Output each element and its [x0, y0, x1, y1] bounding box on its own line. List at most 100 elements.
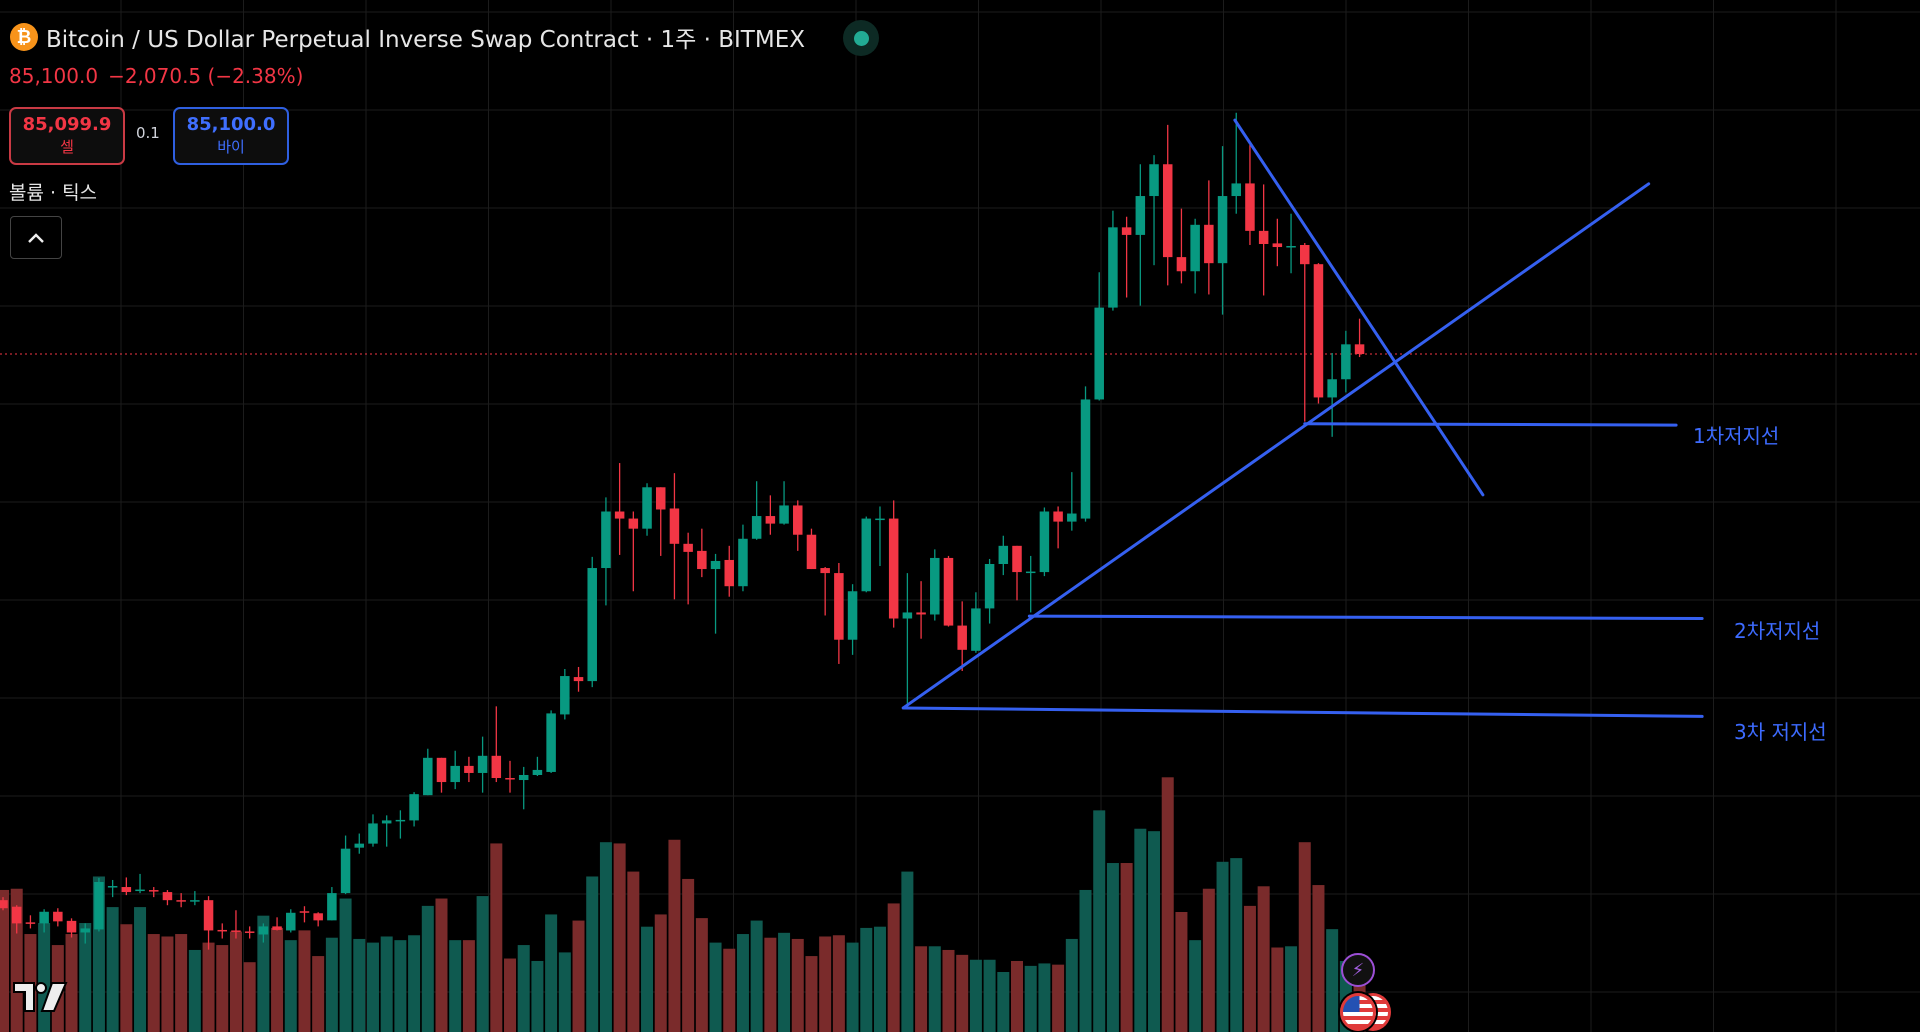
- candle-body: [477, 755, 488, 773]
- volume-bar: [654, 914, 667, 1032]
- candle-body: [1204, 224, 1214, 264]
- volume-bar: [572, 920, 585, 1032]
- volume-bar: [641, 926, 654, 1032]
- level-2-label[interactable]: 2차저지선: [1734, 619, 1821, 643]
- volume-bar: [271, 927, 284, 1032]
- candle-body: [450, 765, 460, 783]
- volume-bar: [366, 942, 379, 1032]
- candle-body: [1162, 164, 1173, 258]
- candle-body: [148, 890, 159, 892]
- candle-body: [532, 769, 543, 775]
- volume-bar: [243, 962, 256, 1032]
- candle-body: [738, 538, 748, 587]
- trendline-level-2: [1027, 614, 1704, 621]
- drawings[interactable]: [901, 118, 1704, 718]
- candle-body: [1286, 246, 1296, 248]
- candle-body: [655, 487, 666, 510]
- volume-bar: [901, 871, 914, 1032]
- candle-body: [1080, 399, 1091, 519]
- candle-body: [25, 922, 36, 924]
- volume-bar: [846, 942, 859, 1032]
- volume-bar: [1011, 960, 1024, 1032]
- candle-body: [1217, 196, 1228, 264]
- candle-body: [107, 886, 118, 888]
- volume-bar: [709, 942, 722, 1032]
- volume-bar: [956, 954, 969, 1032]
- volume-bar: [1243, 905, 1256, 1032]
- volume-bar: [380, 936, 393, 1032]
- volume-bar: [408, 935, 421, 1032]
- level-1-label[interactable]: 1차저지선: [1693, 424, 1780, 448]
- volume-bar: [873, 926, 886, 1032]
- volume-bar: [120, 924, 133, 1032]
- candle-body: [313, 913, 323, 921]
- candle-body: [1121, 227, 1132, 235]
- volume-bar: [599, 842, 612, 1032]
- volume-indicator-label[interactable]: 볼륨 · 틱스: [9, 182, 98, 204]
- candle-body: [614, 511, 625, 519]
- lightning-event-icon[interactable]: ⚡: [1341, 953, 1375, 987]
- candle-body: [943, 557, 954, 626]
- candle-body: [368, 823, 378, 844]
- volume-bars: [0, 777, 1366, 1032]
- volume-bar: [942, 949, 955, 1032]
- volume-bar: [1106, 863, 1119, 1032]
- volume-bar: [1298, 842, 1311, 1032]
- sell-button[interactable]: 85,099.9 셀: [9, 107, 125, 165]
- volume-bar: [38, 923, 51, 1032]
- candle-body: [998, 545, 1009, 565]
- sell-label: 셀: [60, 138, 74, 156]
- candle-body: [409, 794, 419, 821]
- volume-bar: [202, 942, 215, 1032]
- volume-bar: [997, 971, 1010, 1032]
- volume-bar: [147, 934, 160, 1032]
- tradingview-logo[interactable]: [12, 980, 68, 1014]
- candle-body: [94, 881, 104, 930]
- volume-bar: [284, 940, 297, 1032]
- candle-body: [587, 568, 597, 682]
- candle-body: [984, 564, 995, 609]
- volume-bar: [79, 923, 92, 1032]
- buy-label: 바이: [217, 138, 245, 156]
- candle-body: [710, 560, 721, 570]
- volume-bar: [161, 936, 174, 1032]
- candle-body: [751, 516, 762, 539]
- candle-body: [135, 889, 145, 892]
- volume-bar: [613, 843, 626, 1032]
- candle-body: [573, 677, 584, 682]
- candle-body: [340, 848, 351, 894]
- market-status-icon[interactable]: [843, 20, 879, 56]
- volume-bar: [1079, 889, 1092, 1032]
- us-flag-event-icon[interactable]: [1340, 993, 1376, 1031]
- chevron-up-icon: [28, 232, 44, 243]
- quantity[interactable]: 0.1: [136, 124, 160, 142]
- candle-body: [834, 573, 844, 640]
- buy-price: 85,100.0: [186, 114, 276, 135]
- candle-body: [1176, 257, 1187, 272]
- symbol-header[interactable]: ₿ Bitcoin / US Dollar Perpetual Inverse …: [10, 20, 805, 54]
- symbol-title[interactable]: Bitcoin / US Dollar Perpetual Inverse Sw…: [46, 27, 805, 53]
- volume-bar: [1230, 858, 1243, 1032]
- price-change: −2,070.5 (−2.38%): [108, 64, 304, 88]
- candle-body: [1149, 164, 1159, 197]
- trendline-descending-resistance: [1233, 118, 1485, 497]
- volume-bar: [353, 938, 366, 1032]
- candle-body: [779, 505, 789, 524]
- candle-body: [66, 920, 77, 933]
- volume-bar: [695, 918, 708, 1032]
- trendline-level-1: [1303, 422, 1678, 427]
- candle-body: [190, 900, 200, 902]
- candle-body: [0, 900, 8, 909]
- volume-bar: [682, 878, 695, 1032]
- volume-bar: [586, 876, 599, 1032]
- buy-button[interactable]: 85,100.0 바이: [173, 107, 289, 165]
- candle-body: [1094, 307, 1104, 400]
- volume-bar: [1326, 929, 1339, 1032]
- volume-bar: [1271, 947, 1284, 1032]
- level-3-label[interactable]: 3차 저지선: [1734, 720, 1827, 744]
- volume-bar: [558, 952, 571, 1032]
- volume-bar: [1093, 810, 1106, 1032]
- collapse-button[interactable]: [10, 216, 62, 259]
- volume-bar: [1312, 885, 1325, 1032]
